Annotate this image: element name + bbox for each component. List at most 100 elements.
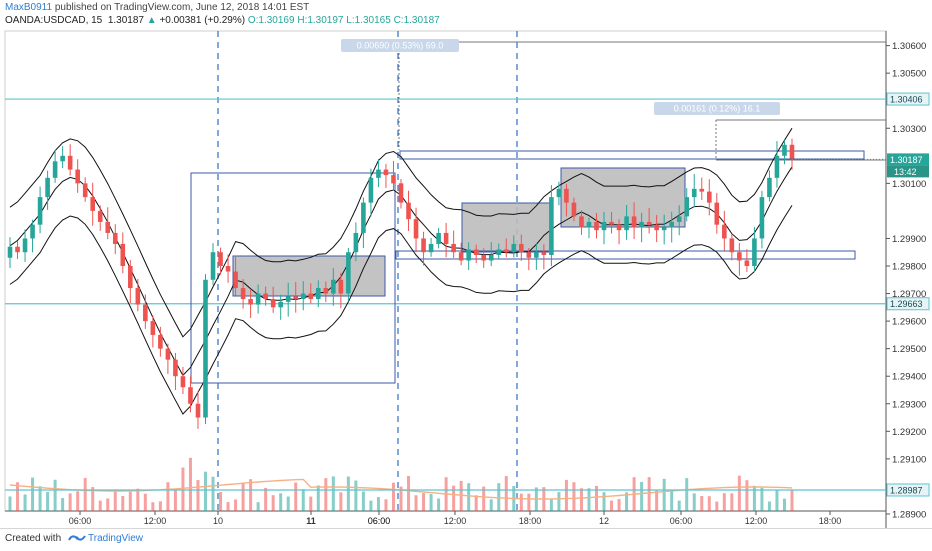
publisher-username[interactable]: MaxB0911 [5, 2, 53, 13]
volume-bar [234, 499, 238, 511]
high-value: 1.30197 [307, 15, 344, 26]
candle-body [511, 243, 517, 253]
candle-body [263, 293, 268, 300]
volume-bar [46, 491, 50, 511]
volume-bar [38, 486, 42, 511]
candle-body [255, 293, 261, 305]
candle-body [661, 227, 667, 231]
y-tick-label: 1.29500 [892, 344, 926, 355]
volume-bar [31, 477, 35, 511]
resistance-zone [399, 150, 865, 160]
candle-body [684, 197, 690, 217]
candle-body [496, 249, 502, 255]
y-tick-label: 1.29400 [892, 372, 926, 383]
candle-body [60, 155, 65, 162]
candle-body [346, 252, 351, 294]
candle-body [601, 221, 607, 231]
candle-body [774, 155, 780, 178]
volume-bar [211, 476, 215, 511]
close-label: C: [393, 15, 404, 26]
volume-bar [414, 495, 418, 511]
volume-bar [527, 493, 531, 511]
drawing-shapes: 0.00690 (0.53%) 69.0 0.00161 (0.12%) 16.1 [190, 39, 886, 384]
volume-bar [587, 488, 591, 511]
candle-body [669, 221, 674, 228]
volume-bar [564, 479, 568, 511]
volume-bar [572, 482, 576, 511]
candle-body [443, 232, 449, 244]
candle-body [428, 243, 434, 253]
candle-body [564, 188, 569, 203]
candle-body [782, 144, 787, 156]
candle-body [503, 249, 509, 253]
candle-body [203, 279, 208, 418]
candle-body [458, 252, 464, 261]
volume-bar [602, 492, 606, 511]
volume-bar [655, 490, 659, 511]
candle-body [451, 243, 456, 253]
axes-layer: 1.30600 1.30500 1.30300 1.30100 1.29900 1.298… [69, 41, 927, 526]
price-label: 1.30187 [890, 155, 923, 165]
low-label: L: [346, 15, 355, 26]
volume-bar [279, 493, 283, 511]
candle-body [579, 216, 584, 228]
candle-body [466, 249, 471, 261]
candle-body [353, 232, 359, 253]
publish-line: MaxB0911 published on TradingView.com, J… [5, 2, 309, 13]
candle-body [481, 254, 487, 261]
candle-body [75, 169, 80, 184]
candle-body [195, 403, 201, 418]
candle-body [323, 288, 329, 294]
candle-body [270, 299, 276, 308]
candle-body [112, 232, 118, 244]
volume-bar [782, 498, 786, 511]
volume-bar [519, 493, 523, 511]
level-label: 1.30406 [890, 95, 923, 105]
volume-bar [173, 490, 177, 511]
candle-body [233, 271, 238, 289]
candle-body [488, 254, 494, 261]
candle-body [406, 202, 411, 220]
volume-bar [128, 491, 132, 511]
x-tick-label: 06:00 [69, 516, 92, 526]
candle-body [737, 252, 742, 261]
candle-body [315, 288, 321, 300]
footer-bar: Created with TradingView [0, 528, 932, 551]
candle-body [571, 202, 577, 217]
candle-body [534, 252, 539, 258]
y-tick-label: 1.29600 [892, 317, 926, 328]
volume-bar [767, 501, 771, 511]
volume-bar [474, 495, 478, 511]
volume-bar [158, 501, 162, 511]
price-chart[interactable]: 1.30406 1.29663 1.28987 0.00690 (0.53%) 69… [0, 0, 932, 528]
candle-body [278, 301, 283, 308]
measure-label: 0.00161 (0.12%) 16.1 [674, 104, 761, 114]
volume-bar [685, 478, 689, 511]
volume-bar [692, 493, 696, 511]
open-label: O: [247, 15, 259, 26]
x-tick-label: 06:00 [670, 516, 693, 526]
open-value: 1.30169 [258, 15, 295, 26]
tradingview-brand-link[interactable]: TradingView [88, 533, 144, 544]
volume-bar [790, 489, 794, 511]
volume-bar [391, 482, 395, 511]
volume-bar [617, 499, 621, 511]
candle-body [549, 197, 554, 255]
volume-bar [482, 486, 486, 511]
candle-body [52, 161, 58, 178]
y-tick-label: 1.30100 [892, 179, 926, 190]
volume-bar [53, 479, 57, 511]
low-value: 1.30165 [354, 15, 391, 26]
volume-bar [76, 491, 80, 511]
candle-body [308, 293, 314, 300]
tradingview-logo-icon[interactable] [68, 532, 86, 546]
volume-bar [549, 499, 553, 511]
candle-body [218, 252, 223, 266]
candle-body [285, 296, 291, 302]
candle-body [631, 216, 637, 228]
volume-bar [204, 471, 207, 511]
candles-layer [7, 138, 795, 429]
y-tick-label: 1.29700 [892, 289, 926, 300]
candle-body [556, 188, 562, 198]
candle-body [541, 252, 547, 255]
